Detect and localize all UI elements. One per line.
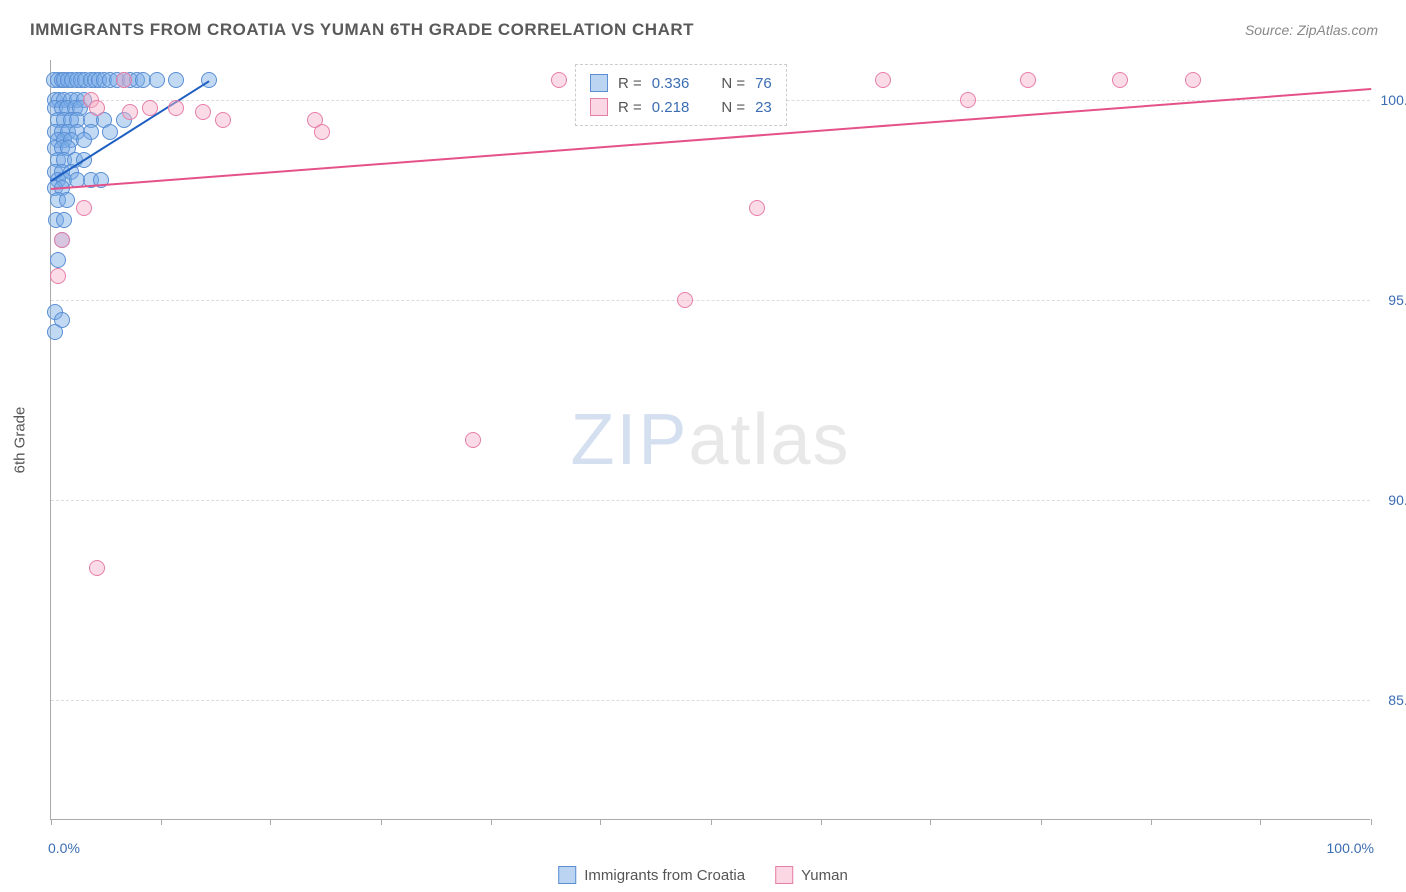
data-point xyxy=(551,72,567,88)
watermark-part2: atlas xyxy=(688,400,850,480)
legend-item: Yuman xyxy=(775,866,848,884)
data-point xyxy=(47,324,63,340)
chart-title: IMMIGRANTS FROM CROATIA VS YUMAN 6TH GRA… xyxy=(30,20,694,40)
data-point xyxy=(56,212,72,228)
data-point xyxy=(89,100,105,116)
y-tick-label: 95.0% xyxy=(1388,292,1406,308)
x-tick xyxy=(600,819,601,825)
data-point xyxy=(314,124,330,140)
gridline-h xyxy=(51,500,1370,501)
x-tick xyxy=(381,819,382,825)
x-tick xyxy=(1371,819,1372,825)
gridline-h xyxy=(51,700,1370,701)
x-tick xyxy=(1041,819,1042,825)
n-label: N = xyxy=(721,99,745,116)
data-point xyxy=(215,112,231,128)
legend-item: Immigrants from Croatia xyxy=(558,866,745,884)
data-point xyxy=(142,100,158,116)
watermark: ZIPatlas xyxy=(570,399,850,481)
data-point xyxy=(168,72,184,88)
y-tick-label: 100.0% xyxy=(1381,92,1406,108)
x-tick xyxy=(51,819,52,825)
x-tick xyxy=(1151,819,1152,825)
series-legend: Immigrants from Croatia Yuman xyxy=(558,866,848,884)
watermark-part1: ZIP xyxy=(570,400,688,480)
data-point xyxy=(677,292,693,308)
data-point xyxy=(465,432,481,448)
stats-legend: R = 0.336 N = 76 R = 0.218 N = 23 xyxy=(575,64,787,126)
x-tick xyxy=(930,819,931,825)
data-point xyxy=(195,104,211,120)
gridline-h xyxy=(51,300,1370,301)
x-tick xyxy=(821,819,822,825)
x-max-label: 100.0% xyxy=(1327,840,1374,856)
r-value: 0.336 xyxy=(652,75,690,92)
y-axis-label: 6th Grade xyxy=(12,407,29,474)
x-tick xyxy=(491,819,492,825)
legend-label: Yuman xyxy=(801,867,848,884)
legend-swatch-blue xyxy=(558,866,576,884)
r-label: R = xyxy=(618,99,642,116)
x-min-label: 0.0% xyxy=(48,840,80,856)
data-point xyxy=(1020,72,1036,88)
x-tick xyxy=(270,819,271,825)
n-value: 23 xyxy=(755,99,772,116)
data-point xyxy=(59,192,75,208)
legend-swatch-pink xyxy=(775,866,793,884)
data-point xyxy=(122,104,138,120)
stats-legend-row: R = 0.336 N = 76 xyxy=(590,71,772,95)
plot-area: ZIPatlas 85.0%90.0%95.0%100.0% xyxy=(50,60,1370,820)
data-point xyxy=(50,252,66,268)
y-tick-label: 85.0% xyxy=(1388,692,1406,708)
data-point xyxy=(50,268,66,284)
r-label: R = xyxy=(618,75,642,92)
data-point xyxy=(1185,72,1201,88)
y-tick-label: 90.0% xyxy=(1388,492,1406,508)
data-point xyxy=(89,560,105,576)
n-label: N = xyxy=(721,75,745,92)
data-point xyxy=(960,92,976,108)
data-point xyxy=(149,72,165,88)
data-point xyxy=(1112,72,1128,88)
x-tick xyxy=(711,819,712,825)
legend-swatch-blue xyxy=(590,74,608,92)
legend-label: Immigrants from Croatia xyxy=(584,867,745,884)
data-point xyxy=(168,100,184,116)
data-point xyxy=(76,200,92,216)
r-value: 0.218 xyxy=(652,99,690,116)
x-tick xyxy=(161,819,162,825)
stats-legend-row: R = 0.218 N = 23 xyxy=(590,95,772,119)
data-point xyxy=(875,72,891,88)
n-value: 76 xyxy=(755,75,772,92)
data-point xyxy=(749,200,765,216)
source-attribution: Source: ZipAtlas.com xyxy=(1245,22,1378,38)
data-point xyxy=(116,72,132,88)
data-point xyxy=(54,232,70,248)
legend-swatch-pink xyxy=(590,98,608,116)
x-tick xyxy=(1260,819,1261,825)
data-point xyxy=(76,132,92,148)
